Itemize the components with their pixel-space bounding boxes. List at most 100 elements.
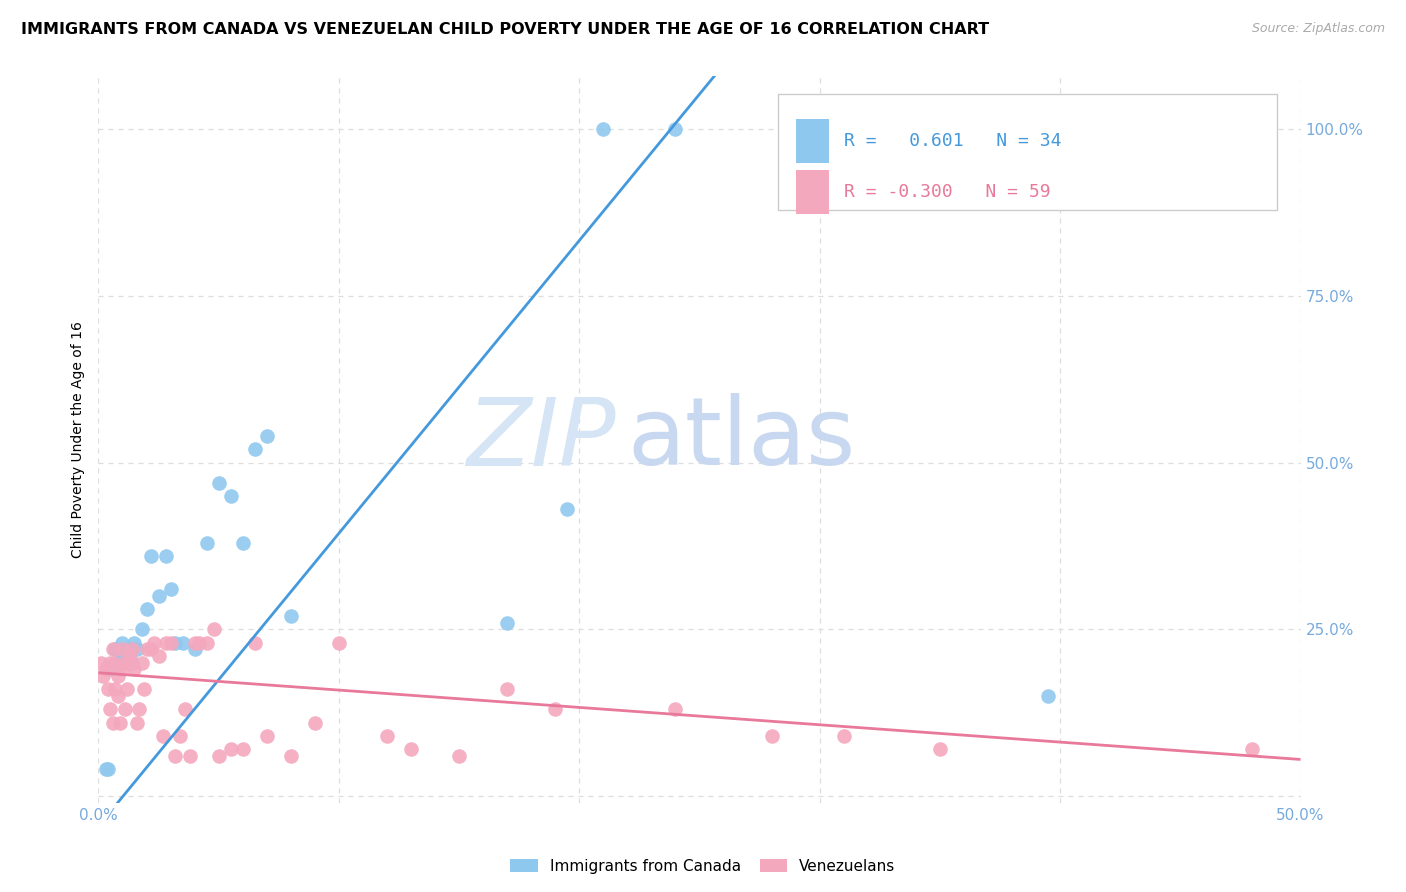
Point [664,702,686,716]
Text: Source: ZipAtlas.com: Source: ZipAtlas.com [1251,22,1385,36]
Point [131,656,153,670]
Point [107,669,129,683]
Point [114,649,136,664]
Point [142,636,165,650]
Point [90,656,112,670]
Point [172,636,194,650]
Point [399,742,422,756]
Point [243,636,266,650]
Point [155,549,177,563]
Point [219,489,242,503]
Point [135,642,157,657]
Point [118,642,141,657]
Point [101,642,124,657]
Point [592,122,614,136]
Point [159,582,181,597]
Point [328,636,350,650]
Point [118,649,141,664]
Point [447,749,470,764]
Point [188,636,211,650]
Point [97,682,120,697]
Point [104,682,127,697]
Point [304,715,326,730]
Point [97,763,120,777]
Point [232,742,254,756]
Point [202,623,225,637]
Point [104,642,127,657]
Point [111,642,134,657]
Point [132,682,155,697]
Point [121,642,143,657]
Point [761,729,783,743]
Point [131,623,153,637]
Point [118,656,141,670]
Point [1036,689,1059,703]
Point [165,636,187,650]
Point [124,662,146,676]
Point [135,602,157,616]
Point [94,763,117,777]
Point [183,636,205,650]
Point [108,649,131,664]
Point [124,636,146,650]
Point [1241,742,1264,756]
Point [375,729,398,743]
Point [165,749,187,764]
Text: atlas: atlas [627,393,856,485]
Point [544,702,567,716]
Text: R =   0.601   N = 34: R = 0.601 N = 34 [844,132,1062,150]
Point [125,642,148,657]
Point [152,729,174,743]
Point [243,442,266,457]
Point [256,729,278,743]
Point [108,715,131,730]
Point [174,702,197,716]
Point [114,702,136,716]
Point [179,749,201,764]
Point [91,669,114,683]
Point [155,636,177,650]
Point [183,642,205,657]
Bar [796,120,830,163]
Point [219,742,242,756]
Point [159,636,181,650]
Text: IMMIGRANTS FROM CANADA VS VENEZUELAN CHILD POVERTY UNDER THE AGE OF 16 CORRELATI: IMMIGRANTS FROM CANADA VS VENEZUELAN CHI… [21,22,990,37]
Point [280,749,302,764]
Point [104,656,127,670]
Point [100,702,122,716]
Point [121,656,143,670]
Point [148,649,170,664]
Point [195,535,218,549]
Point [107,689,129,703]
Point [832,729,855,743]
Point [117,649,139,664]
Legend: Immigrants from Canada, Venezuelans: Immigrants from Canada, Venezuelans [505,853,901,880]
Point [280,609,302,624]
Y-axis label: Child Poverty Under the Age of 16: Child Poverty Under the Age of 16 [72,321,86,558]
Point [117,682,139,697]
Point [125,715,148,730]
Bar [778,94,1277,211]
Point [128,702,150,716]
Point [208,749,231,764]
Text: ZIP: ZIP [465,393,616,485]
Point [195,636,218,650]
Point [496,615,519,630]
Point [100,656,122,670]
Point [256,429,278,443]
Point [208,475,231,490]
Point [141,549,163,563]
Point [141,642,163,657]
Point [111,636,134,650]
Bar [796,170,830,214]
Point [496,682,519,697]
Point [94,662,117,676]
Point [114,656,136,670]
Point [232,535,254,549]
Text: R = -0.300   N = 59: R = -0.300 N = 59 [844,183,1050,201]
Point [107,656,129,670]
Point [928,742,950,756]
Point [148,589,170,603]
Point [555,502,578,516]
Point [100,662,122,676]
